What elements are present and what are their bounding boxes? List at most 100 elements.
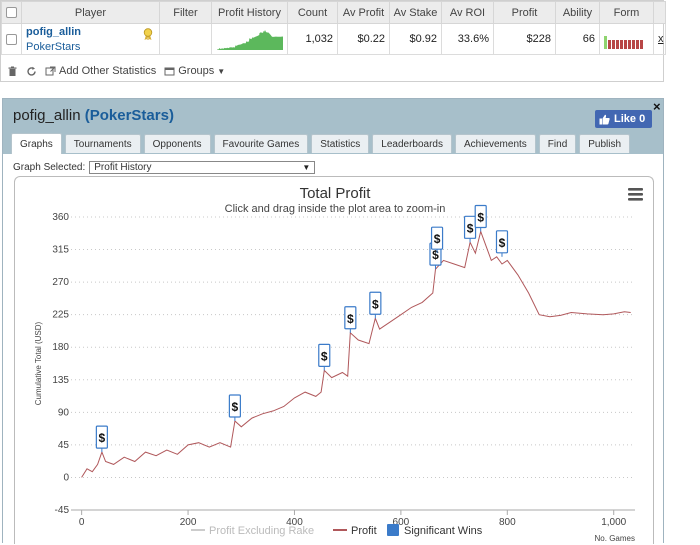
player-site-link[interactable]: PokerStars [26,40,81,53]
x-tick-label: 600 [393,517,410,528]
add-other-statistics-button[interactable]: Add Other Statistics [45,65,156,77]
tab-opponents[interactable]: Opponents [143,134,211,153]
y-tick-label: 315 [52,245,69,256]
av-stake-cell: $0.92 [389,23,442,55]
sparkline-area [216,30,283,50]
av-roi-cell: 33.6% [441,23,494,55]
thumbs-up-icon [599,114,610,124]
col-header-count[interactable]: Count [287,1,338,24]
significant-win-marker[interactable]: $ [228,394,241,422]
col-header-av-stake[interactable]: Av Stake [389,1,442,24]
graph-select-dropdown[interactable]: Profit History ▼ [89,161,316,174]
graph-select-value: Profit History [94,162,152,173]
svg-text:$: $ [232,400,239,414]
y-tick-label: 225 [52,310,69,321]
groups-dropdown[interactable]: Groups ▼ [164,65,225,77]
x-tick-label: 800 [499,517,516,528]
y-tick-label: 45 [58,440,70,451]
delete-button[interactable] [7,66,18,77]
tab-favourite-games[interactable]: Favourite Games [213,134,309,153]
profile-site-link[interactable]: PokerStars [89,107,169,124]
remove-player-link[interactable]: x [653,23,666,55]
x-tick-label: 400 [286,517,303,528]
significant-win-marker[interactable]: $ [369,291,382,319]
profile-tabs: Graphs Tournaments Opponents Favourite G… [11,133,631,154]
tab-statistics[interactable]: Statistics [311,134,370,153]
significant-win-marker[interactable]: $ [430,226,444,254]
col-header-filter[interactable]: Filter [159,1,212,24]
significant-win-marker[interactable]: $ [95,425,108,453]
significant-win-marker[interactable]: $ [318,343,331,371]
chart-container[interactable]: Total Profit Click and drag inside the pl… [14,176,654,544]
stats-toolbar: Add Other Statistics Groups ▼ [7,61,225,81]
profile-player-name: pofig_allin [13,107,81,124]
trash-icon [8,66,17,76]
col-header-ability[interactable]: Ability [555,1,600,24]
refresh-icon [27,66,36,76]
x-tick-label: 200 [180,517,197,528]
col-header-av-roi[interactable]: Av ROI [441,1,494,24]
profit-history-sparkline [216,30,283,50]
form-bar-loss [640,39,643,49]
groups-label: Groups [178,65,215,77]
significant-win-marker[interactable]: $ [474,204,487,232]
player-cell: pofig_allin PokerStars [21,23,160,55]
col-header-player[interactable]: Player [21,1,160,24]
y-tick-label: 270 [52,277,69,288]
filter-cell [159,23,212,55]
profile-title: pofig_allin (PokerStars) [13,107,174,124]
tab-leaderboards[interactable]: Leaderboards [372,134,452,153]
player-name-link[interactable]: pofig_allin [26,25,81,38]
like-label: Like 0 [614,113,646,125]
chevron-down-icon: ▼ [217,66,226,76]
form-bar-loss [624,39,627,49]
form-bar-loss [636,39,639,49]
form-bar-loss [612,39,615,49]
svg-text:$: $ [347,312,354,326]
y-tick-label: 0 [63,472,69,483]
significant-win-marker[interactable]: $ [495,230,509,257]
chart-title: Total Profit [300,185,372,202]
profile-panel: pofig_allin (PokerStars) Like 0 × Graphs… [2,98,664,544]
chart-menu-icon[interactable] [628,188,643,201]
col-header-profit-history[interactable]: Profit History [211,1,288,24]
tab-graphs[interactable]: Graphs [11,133,62,154]
x-tick-label: 1,000 [601,517,626,528]
select-all-checkbox[interactable] [1,1,22,24]
close-icon[interactable]: × [653,99,661,114]
significant-win-marker[interactable]: $ [463,215,477,243]
col-header-form[interactable]: Form [599,1,654,24]
profile-header: pofig_allin (PokerStars) Like 0 × [3,99,663,133]
legend-item-significant-wins[interactable]: Significant Wins [387,524,483,537]
count-cell: 1,032 [287,23,338,55]
groups-icon [164,67,175,75]
tab-tournaments[interactable]: Tournaments [64,134,141,153]
svg-text:$: $ [434,232,441,246]
tab-find[interactable]: Find [538,134,577,153]
svg-text:Profit: Profit [351,525,377,537]
add-other-statistics-label: Add Other Statistics [59,65,157,77]
svg-text:$: $ [477,210,484,224]
table-row: pofig_allin PokerStars 1,032 $0.22 $0.92… [1,23,666,55]
y-axis-title: Cumulative Total (USD) [34,321,43,405]
legend-item-profit[interactable]: Profit [333,525,377,537]
form-indicator [604,35,649,49]
graph-select-row: Graph Selected: Profit History ▼ [13,161,316,174]
form-cell [599,23,654,55]
svg-text:$: $ [432,248,439,262]
y-tick-label: 360 [52,212,69,223]
col-header-av-profit[interactable]: Av Profit [337,1,390,24]
profit-history-cell [211,23,288,55]
svg-text:$: $ [372,297,379,311]
row-checkbox[interactable] [1,23,22,55]
tab-publish[interactable]: Publish [579,134,631,153]
refresh-button[interactable] [26,66,37,77]
col-header-profit[interactable]: Profit [493,1,556,24]
significant-win-marker[interactable]: $ [344,306,357,333]
form-bar-win [604,35,607,49]
tab-achievements[interactable]: Achievements [454,134,536,153]
facebook-like-button[interactable]: Like 0 [595,110,652,128]
y-tick-label: 135 [52,375,69,386]
legend-item-profit-excluding-rake[interactable]: Profit Excluding Rake [191,525,314,537]
